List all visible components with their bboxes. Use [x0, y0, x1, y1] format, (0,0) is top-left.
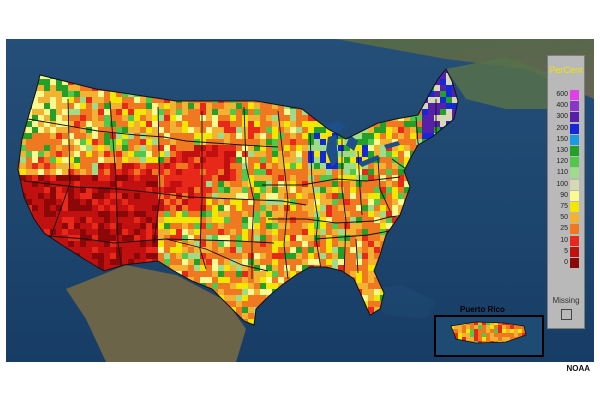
legend-swatch — [570, 101, 579, 112]
legend-label: 50 — [560, 214, 568, 222]
mexico-land — [66, 265, 246, 362]
legend-swatch — [570, 246, 579, 257]
legend-row: 50 — [548, 212, 584, 224]
lake-ontario — [384, 141, 400, 149]
legend-row: 90 — [548, 190, 584, 201]
legend-row: 130 — [548, 145, 584, 156]
legend-swatch — [570, 123, 579, 134]
legend-swatch — [570, 112, 579, 123]
legend-swatch — [570, 224, 579, 235]
legend-label: 100 — [556, 180, 568, 188]
legend-row: 25 — [548, 223, 584, 235]
legend-missing-swatch — [561, 309, 572, 320]
legend-swatch — [570, 202, 579, 212]
legend-row: 400 — [548, 100, 584, 112]
lake-huron — [346, 135, 358, 151]
legend-swatch — [570, 213, 579, 224]
legend-label: 75 — [560, 203, 568, 210]
precipitation-map — [6, 39, 594, 362]
legend-label: 600 — [556, 91, 568, 98]
legend-swatch — [570, 90, 579, 100]
legend-label: 0 — [564, 259, 568, 266]
great-lakes — [324, 121, 400, 167]
legend-row: 600 — [548, 89, 584, 100]
legend-label: 150 — [556, 135, 568, 143]
us-outline — [17, 68, 459, 326]
legend-swatch — [570, 190, 579, 201]
legend-row: 75 — [548, 201, 584, 212]
legend-label: 110 — [556, 169, 568, 177]
legend-row: 5 — [548, 246, 584, 257]
legend-row: 0 — [548, 257, 584, 268]
legend-swatch — [570, 258, 579, 268]
puerto-rico-outline — [450, 321, 527, 344]
legend-row: 10 — [548, 235, 584, 246]
legend-swatch — [570, 134, 579, 145]
legend-swatch — [570, 157, 579, 168]
credit-label: NOAA — [566, 364, 590, 373]
legend-label: 10 — [560, 236, 568, 244]
state-boundaries — [23, 98, 437, 280]
legend-swatch — [570, 168, 579, 179]
legend-title: PerCent — [549, 65, 583, 75]
legend-missing-label: Missing — [552, 296, 580, 305]
lake-superior — [324, 121, 346, 133]
legend-label: 5 — [564, 247, 568, 255]
legend-label: 400 — [556, 102, 568, 110]
legend-row: 100 — [548, 179, 584, 190]
lake-michigan — [326, 135, 338, 167]
legend-row: 150 — [548, 134, 584, 145]
canada-land — [6, 39, 594, 99]
legend-row: 300 — [548, 111, 584, 123]
lake-erie — [358, 155, 380, 167]
legend-label: 130 — [556, 147, 568, 154]
legend-label: 90 — [560, 191, 568, 199]
legend-swatch — [570, 179, 579, 190]
legend-label: 200 — [556, 124, 568, 132]
legend-label: 300 — [556, 113, 568, 121]
legend-label: 120 — [556, 158, 568, 166]
eastern-canada-land — [446, 57, 566, 109]
legend-row: 200 — [548, 123, 584, 134]
legend: PerCent 600 400 300 200 150 130 120 110 100 90 75 5… — [547, 55, 585, 329]
legend-label: 25 — [560, 225, 568, 233]
puerto-rico-label: Puerto Rico — [460, 305, 505, 314]
legend-row: 120 — [548, 156, 584, 168]
legend-swatch — [570, 146, 579, 156]
legend-swatch — [570, 235, 579, 246]
legend-row: 110 — [548, 167, 584, 179]
